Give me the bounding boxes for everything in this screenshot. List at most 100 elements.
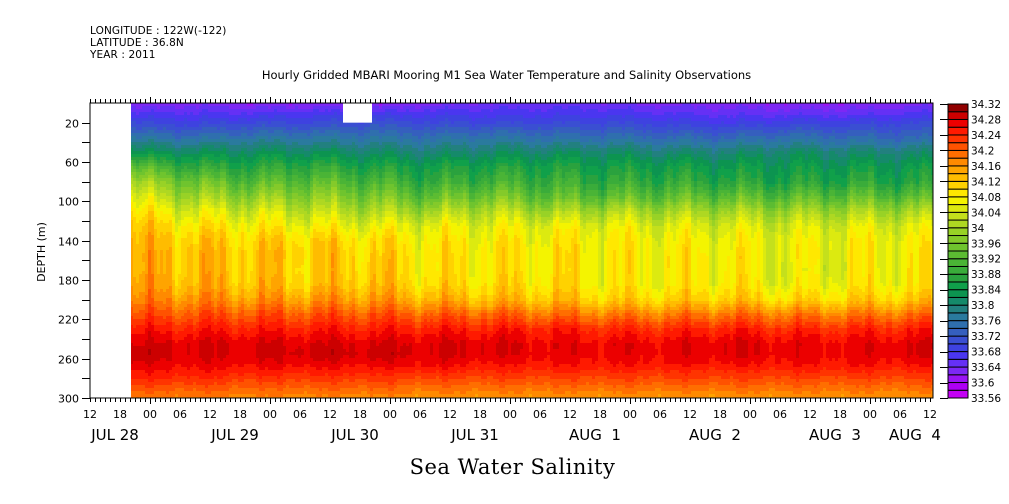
field-cell xyxy=(274,259,277,262)
field-cell xyxy=(277,103,280,106)
field-cell xyxy=(136,139,139,142)
field-cell xyxy=(184,169,187,172)
field-cell xyxy=(244,343,247,346)
field-cell xyxy=(184,175,187,178)
field-cell xyxy=(223,118,226,121)
field-cell xyxy=(208,181,211,184)
field-cell xyxy=(187,283,190,286)
field-cell xyxy=(130,199,133,202)
field-cell xyxy=(199,175,202,178)
field-cell xyxy=(250,256,253,259)
field-cell xyxy=(238,115,241,118)
field-cell xyxy=(187,148,190,151)
field-cell xyxy=(211,307,214,310)
field-cell xyxy=(166,232,169,235)
field-cell xyxy=(214,148,217,151)
field-cell xyxy=(223,313,226,316)
field-cell xyxy=(220,151,223,154)
field-cell xyxy=(259,103,262,106)
field-cell xyxy=(232,370,235,373)
field-cell xyxy=(208,391,211,394)
field-cell xyxy=(148,367,151,370)
field-cell xyxy=(262,247,265,250)
field-cell xyxy=(220,169,223,172)
field-cell xyxy=(259,157,262,160)
field-cell xyxy=(145,148,148,151)
field-cell xyxy=(223,229,226,232)
field-cell xyxy=(214,154,217,157)
field-cell xyxy=(229,250,232,253)
field-cell xyxy=(232,316,235,319)
field-cell xyxy=(238,187,241,190)
field-cell xyxy=(199,337,202,340)
field-cell xyxy=(247,169,250,172)
field-cell xyxy=(208,328,211,331)
field-cell xyxy=(265,208,268,211)
field-cell xyxy=(142,112,145,115)
field-cell xyxy=(229,259,232,262)
field-cell xyxy=(253,205,256,208)
field-cell xyxy=(220,280,223,283)
field-cell xyxy=(241,154,244,157)
field-cell xyxy=(217,196,220,199)
field-cell xyxy=(133,187,136,190)
field-cell xyxy=(190,286,193,289)
field-cell xyxy=(223,328,226,331)
field-cell xyxy=(130,139,133,142)
field-cell xyxy=(277,184,280,187)
field-cell xyxy=(244,208,247,211)
field-cell xyxy=(151,379,154,382)
field-cell xyxy=(169,328,172,331)
field-cell xyxy=(151,313,154,316)
field-cell xyxy=(193,160,196,163)
field-cell xyxy=(193,238,196,241)
field-cell xyxy=(136,343,139,346)
field-cell xyxy=(151,376,154,379)
field-cell xyxy=(238,169,241,172)
field-cell xyxy=(250,277,253,280)
field-cell xyxy=(157,148,160,151)
field-cell xyxy=(130,349,133,352)
field-cell xyxy=(160,328,163,331)
field-cell xyxy=(235,277,238,280)
field-cell xyxy=(208,334,211,337)
field-cell xyxy=(130,103,133,106)
field-cell xyxy=(265,118,268,121)
field-cell xyxy=(214,331,217,334)
field-cell xyxy=(247,349,250,352)
field-cell xyxy=(175,268,178,271)
field-cell xyxy=(244,214,247,217)
field-cell xyxy=(208,136,211,139)
field-cell xyxy=(178,106,181,109)
field-cell xyxy=(241,328,244,331)
field-cell xyxy=(184,313,187,316)
field-cell xyxy=(154,370,157,373)
field-cell xyxy=(202,262,205,265)
field-cell xyxy=(232,208,235,211)
field-cell xyxy=(202,151,205,154)
field-cell xyxy=(211,103,214,106)
field-cell xyxy=(229,286,232,289)
field-cell xyxy=(211,328,214,331)
field-cell xyxy=(172,292,175,295)
field-cell xyxy=(148,328,151,331)
field-cell xyxy=(247,214,250,217)
field-cell xyxy=(223,337,226,340)
field-cell xyxy=(223,178,226,181)
field-cell xyxy=(172,259,175,262)
field-cell xyxy=(199,157,202,160)
field-cell xyxy=(250,379,253,382)
field-cell xyxy=(277,181,280,184)
field-cell xyxy=(184,187,187,190)
field-cell xyxy=(247,178,250,181)
field-cell xyxy=(238,274,241,277)
field-cell xyxy=(256,127,259,130)
field-cell xyxy=(205,331,208,334)
field-cell xyxy=(157,193,160,196)
field-cell xyxy=(268,304,271,307)
field-cell xyxy=(181,370,184,373)
field-cell xyxy=(148,262,151,265)
field-cell xyxy=(208,142,211,145)
field-cell xyxy=(229,136,232,139)
field-cell xyxy=(169,226,172,229)
